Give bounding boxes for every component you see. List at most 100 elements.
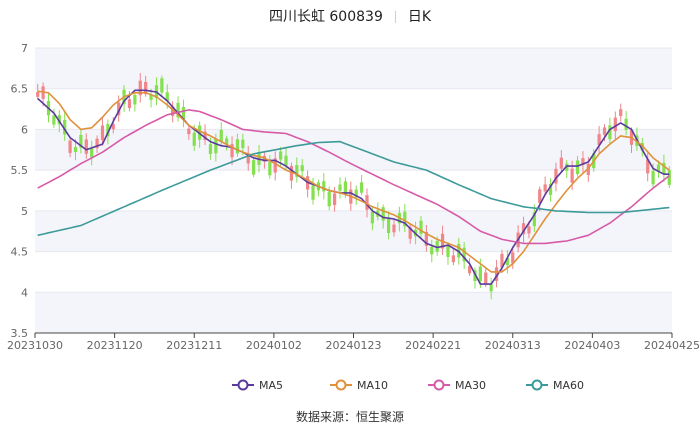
grid-band (35, 292, 672, 333)
candle-body (403, 211, 407, 227)
candle-body (354, 189, 358, 198)
candle-body (484, 272, 488, 284)
candle-body (149, 94, 153, 100)
grid-lines (35, 47, 672, 334)
data-source: 数据来源：恒生聚源 (295, 410, 404, 424)
candle-body (279, 151, 283, 160)
candle-body (230, 144, 234, 158)
candle-body (268, 162, 272, 176)
candle-body (467, 265, 472, 274)
candle-body (95, 138, 99, 149)
series-line-ma10 (37, 90, 670, 273)
candle-body (106, 123, 110, 137)
series-line-ma60 (37, 140, 670, 237)
candle-body (473, 270, 477, 282)
candle-body (424, 231, 428, 246)
candle-body (570, 168, 574, 183)
candle-body (392, 224, 396, 233)
x-tick-label: 20240313 (485, 339, 541, 352)
x-tick-label: 20240425 (644, 339, 700, 352)
candlesticks (36, 73, 671, 300)
candle-body (662, 162, 666, 175)
y-tick-label: 4 (21, 286, 28, 299)
y-tick-label: 5 (21, 205, 28, 218)
candle-body (284, 155, 288, 166)
x-tick-label: 20240123 (326, 339, 382, 352)
candle-body (181, 107, 186, 120)
candle-body (273, 158, 277, 173)
candle-body (543, 184, 547, 192)
legend-label-ma10: MA10 (357, 379, 388, 392)
title-separator (394, 11, 396, 23)
candle-body (521, 223, 526, 235)
candle-body (554, 168, 558, 184)
candle-body (408, 227, 412, 239)
x-tick-label: 20231211 (166, 339, 222, 352)
candle-body (511, 252, 515, 264)
candle-body (252, 160, 256, 175)
candle-body (365, 195, 369, 210)
candle-body (430, 246, 434, 255)
legend-marker (237, 379, 249, 391)
candle-body (489, 284, 493, 292)
candle-body (111, 124, 115, 130)
candle-body (646, 159, 650, 174)
series-line-ma30 (37, 109, 670, 245)
y-tick-label: 6 (21, 123, 28, 136)
candle-body (68, 140, 72, 153)
period-label: 日K (407, 9, 432, 25)
y-tick-label: 3.5 (11, 327, 29, 340)
legend-label-ma30: MA30 (455, 379, 486, 392)
candle-body (327, 191, 331, 207)
x-tick-label: 20231120 (87, 339, 143, 352)
candle-body (478, 266, 482, 282)
legend-marker (433, 379, 445, 391)
candle-body (608, 125, 612, 140)
candle-body (300, 165, 304, 172)
candle-body (235, 139, 240, 154)
stock-name: 四川长虹 600839 (268, 9, 383, 25)
candle-body (225, 138, 229, 145)
legend-label-ma60: MA60 (553, 379, 584, 392)
candle-body (100, 125, 105, 140)
candle-body (171, 106, 175, 117)
candle-body (57, 115, 61, 125)
candle-body (203, 131, 207, 141)
legend-marker (335, 379, 347, 391)
candle-body (246, 153, 250, 164)
x-axis: 20231030 20231120 20231211 20240102 20240123… (7, 332, 700, 352)
candle-body (117, 102, 121, 116)
candle-body (613, 117, 617, 132)
candle-body (538, 189, 542, 204)
candle-body (667, 170, 671, 185)
candle-body (176, 102, 180, 118)
candle-body (241, 139, 245, 149)
candle-body (208, 144, 213, 154)
candle-body (343, 181, 348, 195)
candle-body (602, 127, 607, 135)
candle-body (370, 211, 375, 224)
candle-body (462, 247, 466, 262)
candle-body (289, 166, 294, 181)
candle-body (36, 91, 40, 97)
candle-body (359, 182, 364, 193)
candle-body (624, 118, 628, 131)
x-tick-label: 20240403 (564, 339, 620, 352)
candle-body (656, 164, 661, 172)
y-tick-label: 5.5 (11, 164, 29, 177)
x-tick-label: 20231030 (7, 339, 63, 352)
candle-body (559, 157, 563, 169)
candle-body (133, 94, 137, 105)
chart-title: 四川长虹 600839 日K (0, 6, 700, 26)
x-tick-label: 20240102 (246, 339, 302, 352)
candle-body (79, 134, 83, 148)
y-tick-label: 6.5 (11, 83, 29, 96)
candle-body (527, 226, 531, 234)
candle-body (90, 148, 94, 158)
candle-body (63, 119, 67, 135)
candle-body (187, 128, 191, 135)
candle-body (165, 92, 169, 101)
candle-body (138, 80, 142, 96)
candle-body (73, 147, 78, 153)
